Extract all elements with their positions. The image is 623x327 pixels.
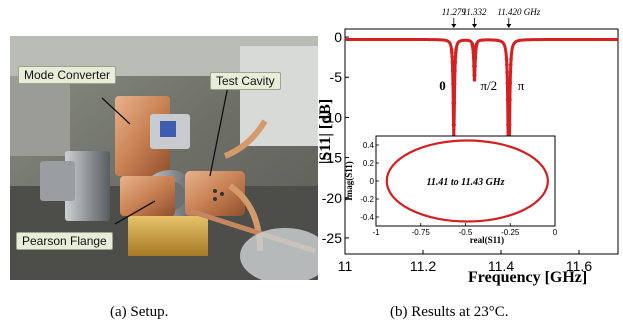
s11-point [453,60,458,65]
x-tick-label: 11 [338,258,353,274]
x-tick-label: 11.6 [566,258,592,274]
resonance-freq-label: 11.420 GHz [497,7,540,17]
inset-frame [375,135,556,227]
mode-label: π/2 [480,78,497,93]
s11-trace [345,37,618,225]
y-axis-label: |S11| [dB] [318,99,334,164]
resonance-arrowhead [451,24,457,28]
x-tick-label: 11.4 [488,258,514,274]
inset-x-tick-label: -0.25 [501,228,520,237]
inset-y-tick-label: 0.2 [363,159,375,168]
resonance-arrowhead [471,24,477,28]
s11-point [508,62,513,67]
setup-photo: Mode Converter Test Cavity Pearson Flang… [10,36,318,280]
caption-a: (a) Setup. [110,304,169,320]
mode-label: π [518,78,525,93]
inset-y-tick-label: 0.4 [363,141,375,150]
s11-point [453,50,458,55]
s11-point [505,81,510,85]
s11-point [449,48,454,52]
y-tick-label: 0 [334,29,342,45]
s11-point [450,54,454,59]
s11-point [508,81,513,85]
inset-x-tick-label: -0.5 [459,228,473,237]
s11-point [472,78,477,82]
s11-point [474,42,479,46]
s11-point [509,57,513,62]
s11-point [508,97,512,102]
s11-point [504,57,509,62]
y-tick-label: -10 [322,109,342,125]
x-axis-label: Frequency [GHz] [468,269,587,286]
inset-x-tick-label: -1 [372,228,380,237]
inset-y-tick-label: -0.4 [360,213,374,222]
s11-point [508,70,513,74]
test-cavity-label: Test Cavity [210,72,281,90]
resonance-freq-label: 11.332 [462,7,487,17]
y-tick-label: -15 [322,150,342,166]
s11-point [505,70,509,74]
x-tick-label: 11.2 [410,258,436,274]
s11-point [473,50,478,55]
s11-point [473,56,478,61]
plot-frame [344,28,619,255]
caption-b: (b) Results at 23°C. [390,304,509,320]
s11-point [454,48,458,52]
y-tick-label: -5 [330,69,343,85]
s11-point [452,82,457,86]
resonance-freq-label: 11.279 [442,7,467,17]
pearson-flange-label: Pearson Flange [16,232,113,250]
mode-converter-label: Mode Converter [18,66,117,84]
inset-x-axis-label: real(S11) [470,235,504,245]
resonance-arrowhead [506,24,512,28]
inset-annotation: 11.41 to 11.43 GHz [426,177,504,188]
s11-point [473,64,477,68]
s11-point [452,101,457,105]
s11-point [450,60,455,65]
y-tick-label: -20 [322,190,342,206]
inset-circle [385,139,549,223]
inset-y-tick-label: 0 [370,177,375,186]
s11-point [507,122,512,127]
s11-point [453,69,457,73]
inset-x-tick-label: -0.75 [412,228,431,237]
s11-point [450,50,454,55]
s11-point [452,123,456,127]
s11-point [505,62,509,67]
s11-point [472,73,477,78]
s11-point [453,54,458,59]
mode-label: 0 [439,78,446,93]
s11-point [471,47,475,51]
inset-x-tick-label: 0 [553,228,558,237]
inset-y-axis-label: Imag(S11) [344,161,354,201]
y-tick-label: -25 [322,230,342,246]
inset-y-tick-label: -0.2 [360,195,374,204]
